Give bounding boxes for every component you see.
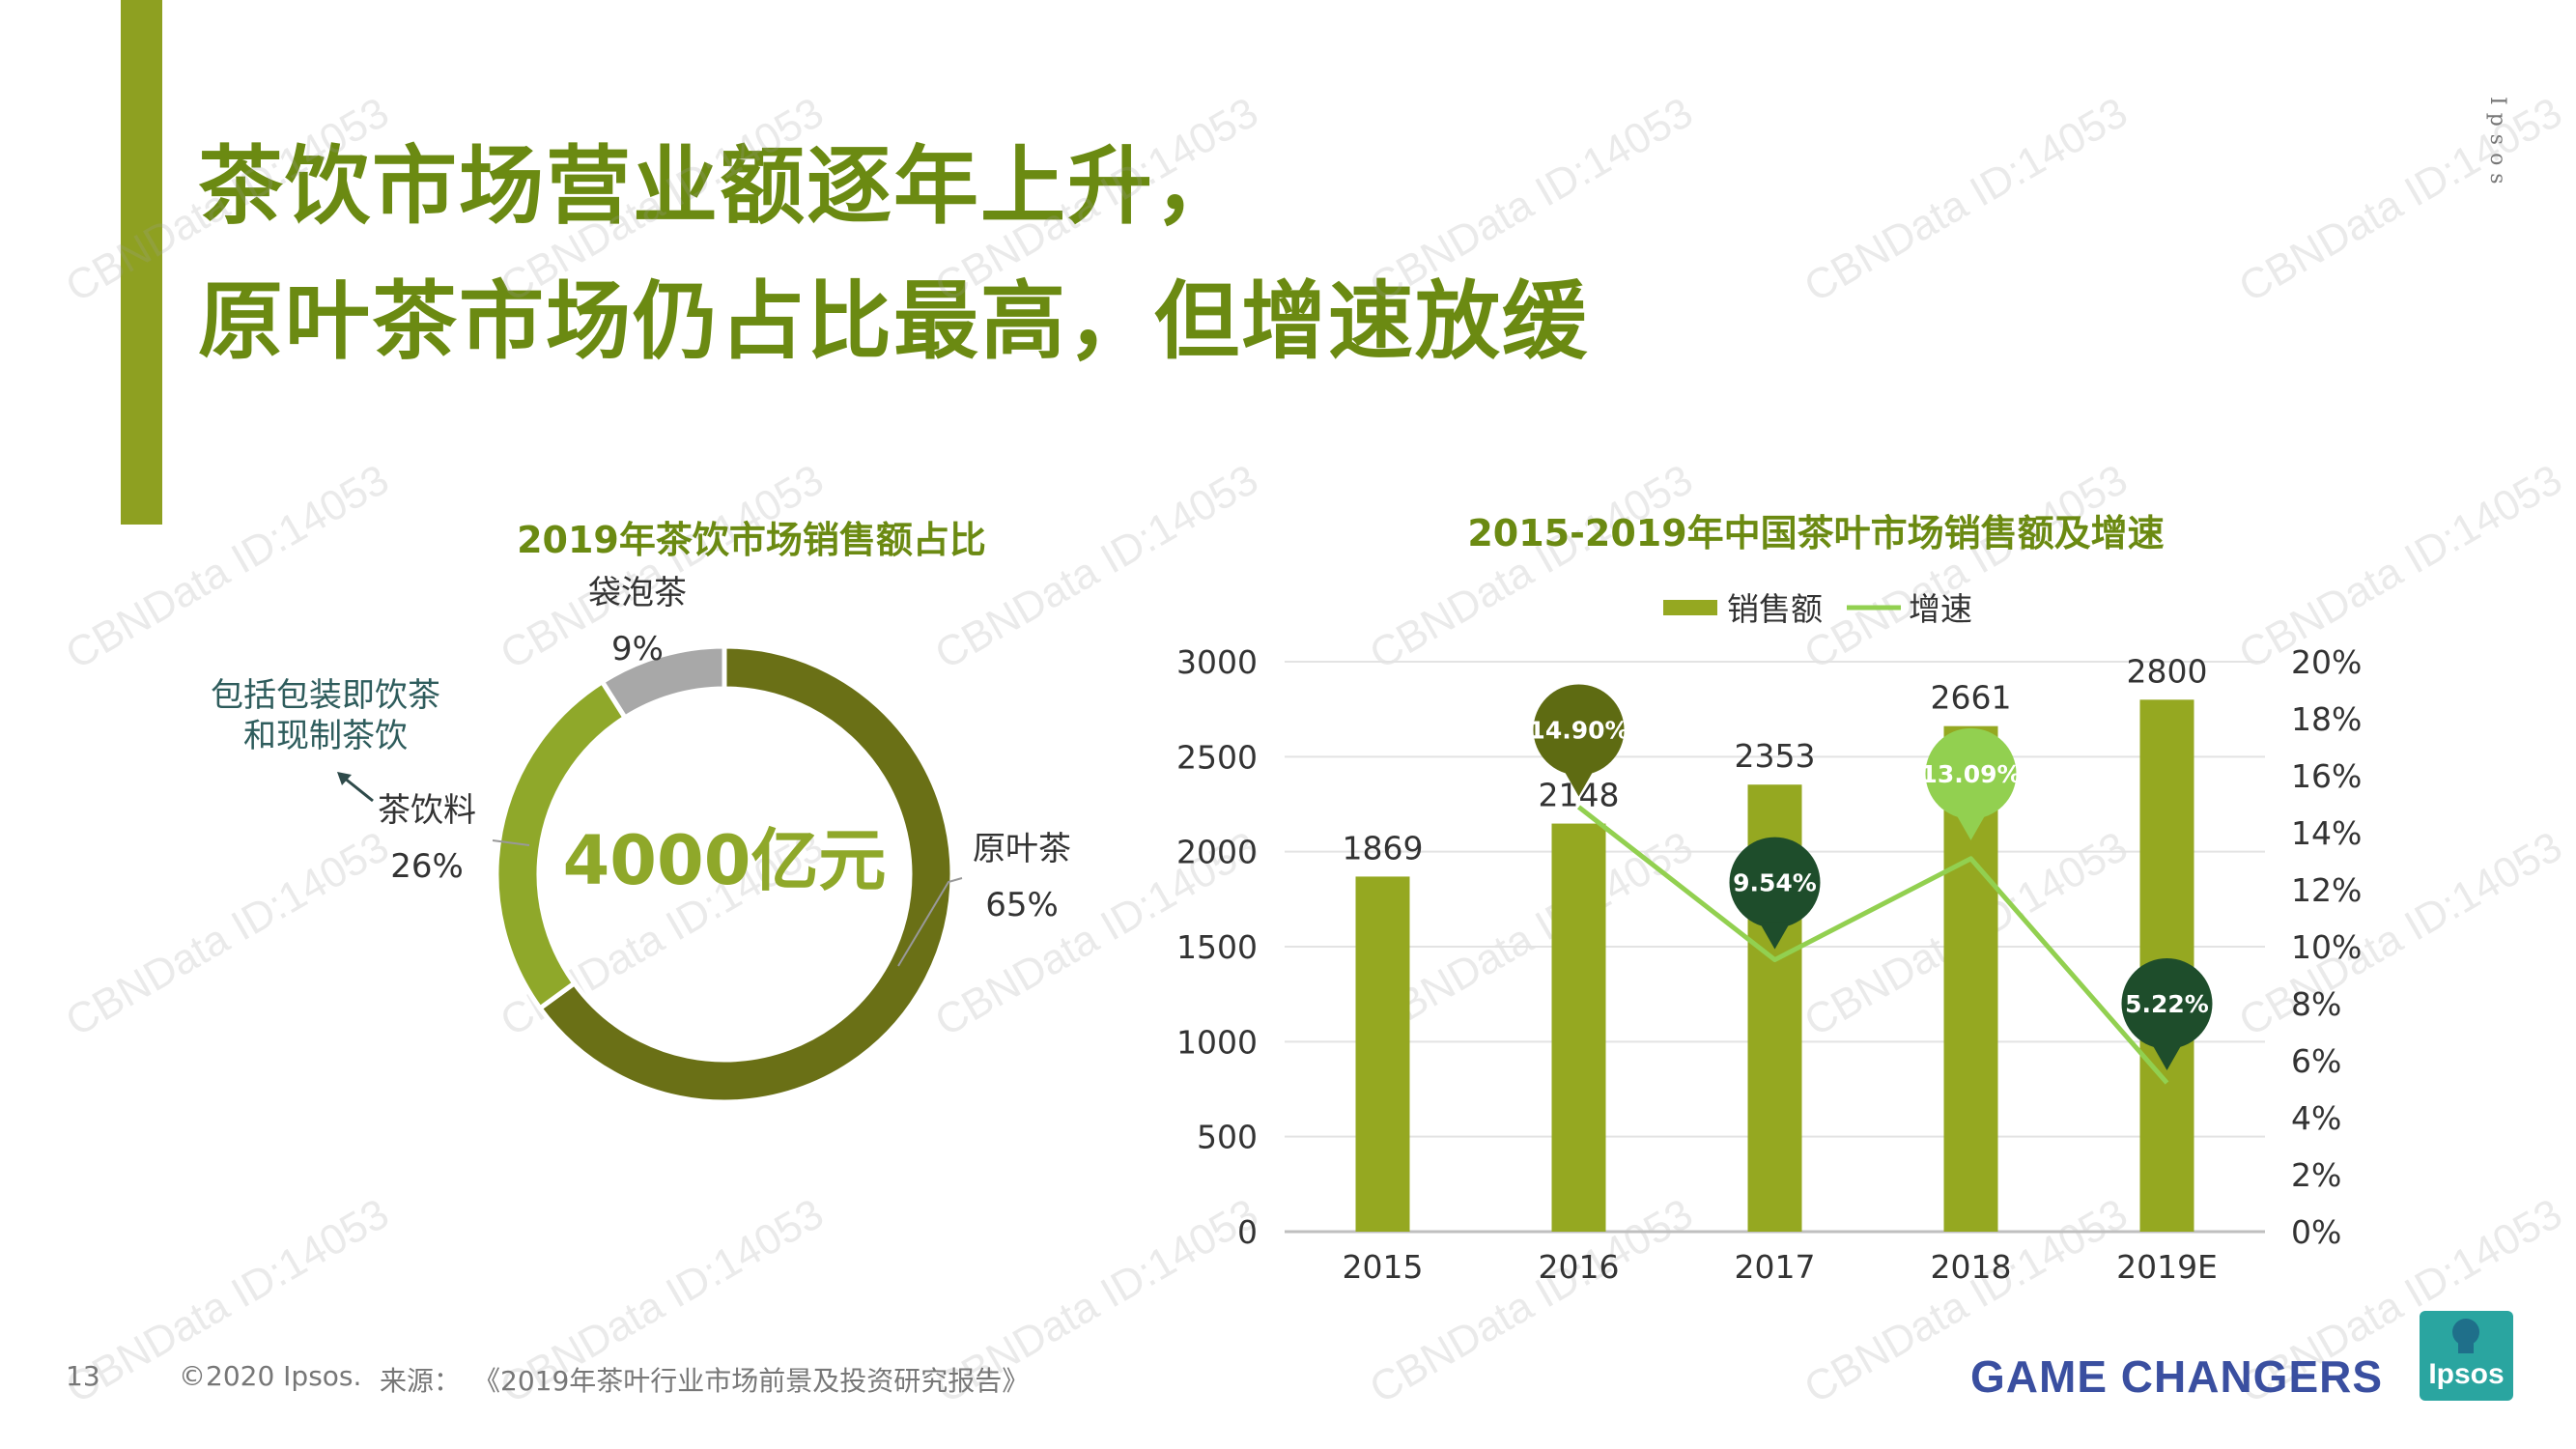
y-right-tick: 10% — [2291, 928, 2362, 966]
donut-slice-yuanye — [536, 643, 955, 1105]
growth-callout: 5.22% — [2121, 958, 2213, 1071]
callout-value: 14.90% — [1528, 716, 1628, 744]
x-tick: 2015 — [1343, 1248, 1424, 1286]
y-left-tick: 2000 — [1176, 834, 1258, 871]
callout-pointer — [2151, 1043, 2183, 1071]
source-label: 来源： — [380, 1365, 462, 1397]
y-right-tick: 8% — [2291, 985, 2341, 1023]
vertical-brand: Ipsos — [2485, 97, 2509, 192]
page-title-line1: 茶饮市场营业额逐年上升， — [198, 136, 1242, 236]
y-left-tick: 3000 — [1176, 643, 1258, 681]
donut-slice-daipao — [599, 643, 727, 722]
bar-line-chart: 2015-2019年中国茶叶市场销售额及增速 销售额 增速 1869214823… — [1176, 512, 2362, 1286]
bar-chart-title: 2015-2019年中国茶叶市场销售额及增速 — [1467, 512, 2164, 554]
growth-line — [1576, 805, 2169, 1085]
logo-head-icon — [2452, 1319, 2479, 1353]
y-right-tick: 0% — [2291, 1213, 2341, 1251]
donut-slice-pct: 65% — [985, 886, 1059, 924]
y-left-tick: 2500 — [1176, 738, 1258, 776]
donut-center-label: 4000亿元 — [563, 821, 887, 900]
y-left-tick: 1000 — [1176, 1023, 1258, 1061]
source-text: 《2019年茶叶行业市场前景及投资研究报告》 — [473, 1365, 1030, 1397]
growth-callout: 9.54% — [1729, 837, 1821, 950]
bar-value-label: 2353 — [1735, 737, 1816, 775]
callout-pointer — [1759, 922, 1791, 950]
callout-value: 5.22% — [2125, 990, 2209, 1018]
ipsos-logo: Ipsos — [2420, 1311, 2513, 1401]
y-right-tick: 18% — [2291, 700, 2362, 738]
watermark-text: CBNData ID:14053 — [2231, 88, 2570, 312]
accent-bar — [121, 0, 162, 525]
y-right-tick: 20% — [2291, 643, 2362, 681]
annotation-arrow-head — [337, 772, 352, 785]
callout-value: 13.09% — [1920, 760, 2021, 788]
x-tick: 2016 — [1539, 1248, 1620, 1286]
legend-line-label: 增速 — [1909, 590, 1972, 628]
legend-bar-label: 销售额 — [1727, 590, 1823, 628]
donut-slice-pct: 9% — [611, 630, 664, 668]
annotation-arrow-line — [343, 776, 374, 803]
annotation-line: 包括包装即饮茶 — [211, 676, 440, 715]
y-right-tick: 2% — [2291, 1156, 2341, 1194]
bar-value-label: 2800 — [2127, 652, 2208, 690]
watermark-text: CBNData ID:14053 — [1797, 88, 2136, 312]
y-left-tick: 500 — [1197, 1119, 1258, 1156]
y-right-tick: 6% — [2291, 1042, 2341, 1080]
y-right-tick: 16% — [2291, 757, 2362, 795]
growth-callout: 13.09% — [1920, 727, 2022, 840]
x-tick: 2018 — [1931, 1248, 2012, 1286]
callout-bubble — [2121, 958, 2213, 1050]
y-right-tick: 14% — [2291, 814, 2362, 852]
leader-line — [492, 839, 530, 846]
callout-bubble — [1925, 727, 2017, 819]
y-right-tick: 4% — [2291, 1099, 2341, 1137]
bar-value-label: 2661 — [1931, 679, 2012, 717]
game-changers-tagline: GAME CHANGERS — [1970, 1351, 2384, 1402]
bar-value-label: 1869 — [1343, 829, 1424, 867]
legend-bar-swatch — [1663, 600, 1717, 615]
donut-slice-label: 茶饮料 — [378, 791, 476, 830]
donut-slice-label: 原叶茶 — [973, 830, 1071, 868]
y-left-tick: 0 — [1237, 1213, 1258, 1251]
callout-value: 9.54% — [1733, 869, 1817, 897]
donut-slice-label: 袋泡茶 — [588, 574, 687, 612]
bar-2015 — [1355, 876, 1410, 1232]
leader-line — [897, 877, 963, 967]
donut-slice-pct: 26% — [390, 847, 464, 886]
page-title-line2: 原叶茶市场仍占比最高，但增速放缓 — [198, 271, 1590, 371]
y-left-tick: 1500 — [1176, 928, 1258, 966]
donut-annotation: 包括包装即饮茶和现制茶饮 — [211, 676, 440, 755]
x-tick: 2019E — [2116, 1248, 2218, 1286]
copyright: ©2020 Ipsos. — [179, 1360, 362, 1392]
callout-bubble — [1729, 837, 1821, 928]
annotation-line: 和现制茶饮 — [243, 717, 408, 755]
donut-title: 2019年茶饮市场销售额占比 — [517, 519, 986, 561]
bar-2016 — [1551, 823, 1606, 1232]
growth-callout: 14.90% — [1528, 684, 1629, 797]
donut-chart: 2019年茶饮市场销售额占比 4000亿元 原叶茶65%茶饮料26%袋泡茶9% … — [211, 519, 1071, 1105]
y-right-tick: 12% — [2291, 871, 2362, 909]
logo-text: Ipsos — [2428, 1358, 2505, 1390]
callout-bubble — [1533, 684, 1625, 776]
page-number: 13 — [66, 1360, 100, 1392]
x-tick: 2017 — [1735, 1248, 1816, 1286]
callout-pointer — [1563, 769, 1595, 797]
callout-pointer — [1955, 812, 1987, 840]
